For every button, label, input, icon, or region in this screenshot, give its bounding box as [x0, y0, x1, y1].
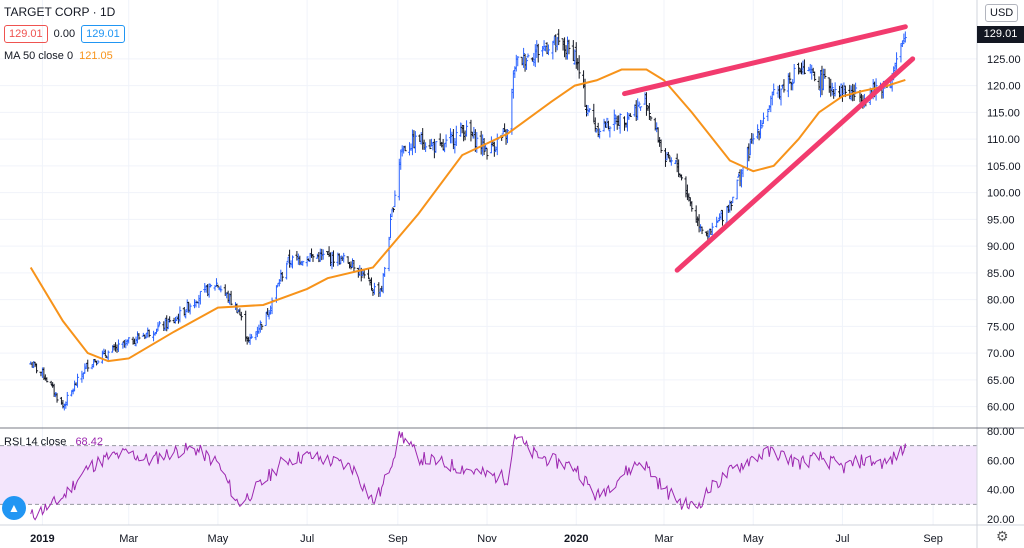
chart-legend: TARGET CORP · 1D 129.01 0.00 129.01 MA 5…: [4, 2, 131, 66]
y-tick-label: 125.00: [987, 54, 1021, 66]
x-tick-label: May: [743, 533, 764, 545]
rsi-tick-label: 80.00: [987, 426, 1015, 438]
y-tick-label: 110.00: [987, 134, 1020, 146]
y-tick-label: 75.00: [987, 321, 1015, 333]
wedge-upper-line: [622, 24, 908, 97]
x-tick-label: Sep: [388, 533, 408, 545]
y-tick-label: 85.00: [987, 268, 1015, 280]
rsi-band: [0, 445, 977, 505]
rsi-tick-label: 60.00: [987, 455, 1015, 467]
x-tick-label: 2020: [564, 533, 588, 545]
x-tick-label: Mar: [119, 533, 138, 545]
last-price-tag: 129.01: [977, 26, 1024, 43]
y-tick-label: 65.00: [987, 375, 1015, 387]
ma-value: 121.05: [79, 50, 113, 62]
y-tick-label: 120.00: [987, 81, 1021, 93]
x-tick-label: Nov: [477, 533, 497, 545]
close-price-box[interactable]: 129.01: [81, 25, 125, 43]
currency-button[interactable]: USD: [985, 4, 1019, 22]
x-tick-label: 2019: [30, 533, 54, 545]
tick-labels: 60.00 65.00 70.00 75.00 80.00 85.00 90.00 95.00…: [30, 54, 1020, 545]
rsi-label: RSI 14 close: [4, 436, 67, 448]
y-tick-label: 60.00: [987, 402, 1015, 414]
trend-lines: [622, 24, 916, 273]
gear-icon[interactable]: ⚙: [996, 528, 1009, 544]
x-tick-label: Jul: [300, 533, 314, 545]
y-tick-label: 115.00: [987, 107, 1020, 119]
ma-series: [29, 68, 906, 363]
symbol-title: TARGET CORP · 1D: [4, 5, 116, 19]
tradingview-logo-icon[interactable]: ▲: [2, 496, 26, 520]
y-tick-label: 90.00: [987, 241, 1015, 253]
open-price-box[interactable]: 129.01: [4, 25, 48, 43]
rsi-series: [30, 431, 906, 521]
y-tick-label: 105.00: [987, 161, 1021, 173]
y-tick-label: 100.00: [987, 188, 1021, 200]
x-tick-label: May: [208, 533, 229, 545]
rsi-line: [30, 431, 906, 521]
x-tick-label: Jul: [835, 533, 849, 545]
ma-50-line: [29, 68, 906, 363]
x-tick-label: Mar: [655, 533, 674, 545]
wedge-lower-line: [674, 56, 916, 273]
rsi-tick-label: 20.00: [987, 514, 1015, 526]
rsi-legend: RSI 14 close 68.42: [4, 436, 103, 448]
x-tick-label: Sep: [923, 533, 943, 545]
price-change: 0.00: [53, 28, 76, 40]
rsi-value: 68.42: [75, 436, 103, 448]
price-series: [29, 29, 907, 411]
rsi-tick-label: 40.00: [987, 485, 1015, 497]
ma-label: MA 50 close 0: [4, 50, 74, 62]
y-tick-label: 80.00: [987, 295, 1015, 307]
y-tick-label: 95.00: [987, 214, 1015, 226]
rsi-band-fill: [0, 445, 977, 505]
y-tick-label: 70.00: [987, 348, 1015, 360]
